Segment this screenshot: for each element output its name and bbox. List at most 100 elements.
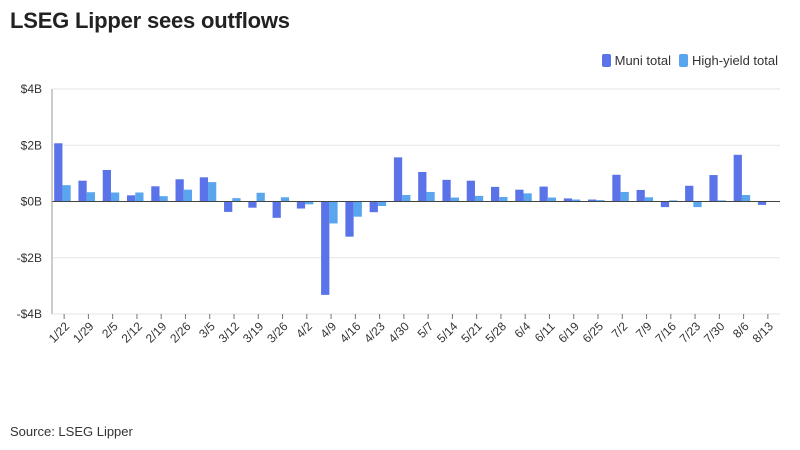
legend-item-muni: Muni total (601, 53, 671, 68)
x-tick-label: 3/5 (196, 319, 218, 341)
legend-swatch-muni (601, 54, 611, 67)
legend-label-high-yield: High-yield total (692, 53, 778, 68)
x-tick-label: 7/2 (609, 319, 631, 341)
y-tick-label: -$2B (17, 251, 42, 265)
x-tick-label: 5/14 (434, 319, 461, 346)
bar-muni (685, 185, 694, 202)
legend-label-muni: Muni total (614, 53, 671, 68)
bar-muni (175, 179, 184, 202)
x-tick-label: 4/9 (317, 319, 339, 341)
x-tick-label: 2/5 (99, 319, 121, 341)
x-tick-label: 8/13 (750, 319, 777, 346)
bar-muni (369, 201, 378, 213)
bar-high-yield (547, 197, 557, 202)
bar-muni (418, 171, 427, 202)
legend-item-high-yield: High-yield total (679, 53, 778, 68)
bar-high-yield (377, 201, 387, 206)
bar-high-yield (305, 201, 314, 205)
chart-title: LSEG Lipper sees outflows (10, 8, 290, 33)
x-tick-label: 4/23 (361, 319, 388, 346)
bar-muni (199, 177, 209, 202)
x-tick-label: 3/26 (264, 319, 291, 346)
x-tick-label: 4/30 (386, 319, 413, 346)
bar-high-yield (256, 192, 265, 202)
x-tick-label: 5/21 (458, 319, 485, 346)
y-tick-label: $4B (21, 82, 42, 96)
bar-muni (466, 180, 475, 202)
x-tick-label: 5/7 (415, 319, 437, 341)
bar-high-yield (474, 195, 484, 202)
x-tick-label: 4/2 (293, 319, 315, 341)
bar-muni (709, 175, 718, 202)
bar-muni (321, 201, 330, 295)
bar-muni (78, 180, 87, 202)
x-tick-label: 4/16 (337, 319, 364, 346)
bar-high-yield (693, 201, 702, 208)
y-tick-label: $0B (21, 195, 42, 209)
y-tick-label: -$4B (17, 307, 42, 321)
bar-muni (102, 170, 111, 202)
bar-high-yield (62, 185, 71, 202)
bar-high-yield (523, 193, 532, 202)
bar-high-yield (232, 198, 241, 202)
bar-high-yield (329, 201, 338, 224)
x-tick-label: 7/9 (633, 319, 655, 341)
bar-muni (515, 189, 524, 202)
x-tick-label: 7/30 (701, 319, 728, 346)
bar-high-yield (183, 189, 193, 202)
bar-high-yield (450, 197, 459, 202)
bar-muni (539, 186, 548, 202)
x-tick-label: 1/22 (46, 319, 73, 346)
bar-high-yield (572, 199, 581, 202)
x-tick-label: 6/11 (532, 319, 558, 345)
bar-high-yield (499, 197, 508, 202)
x-tick-label: 8/6 (730, 319, 752, 341)
x-tick-label: 7/23 (677, 319, 704, 346)
bar-high-yield (110, 192, 120, 202)
bar-muni (248, 201, 257, 208)
bar-muni (660, 201, 670, 208)
bar-muni (757, 201, 767, 205)
x-tick-label: 6/19 (555, 319, 582, 346)
bar-high-yield (280, 197, 290, 202)
bar-muni (393, 157, 403, 202)
bar-high-yield (402, 195, 411, 202)
bar-high-yield (135, 192, 144, 202)
bar-muni (151, 186, 160, 202)
y-tick-label: $2B (21, 138, 42, 152)
x-tick-label: 2/26 (167, 319, 194, 346)
bar-muni (490, 186, 500, 202)
bar-muni (272, 201, 281, 218)
bar-high-yield (717, 200, 726, 202)
bar-high-yield (159, 196, 168, 202)
bar-high-yield (741, 195, 751, 202)
x-tick-label: 1/29 (70, 319, 97, 346)
bar-muni (345, 201, 354, 237)
x-tick-label: 2/12 (119, 319, 146, 346)
x-tick-label: 7/16 (653, 319, 680, 346)
chart-legend: Muni total High-yield total (594, 53, 778, 68)
source-note: Source: LSEG Lipper (10, 424, 133, 439)
bar-high-yield (596, 200, 605, 202)
bar-high-yield (426, 191, 435, 202)
x-tick-label: 3/19 (240, 319, 267, 346)
bar-muni (636, 189, 645, 202)
x-tick-label: 6/25 (580, 319, 607, 346)
bar-high-yield (208, 182, 217, 202)
bar-muni (126, 195, 136, 202)
bar-muni (733, 154, 742, 202)
bar-muni (612, 174, 621, 202)
x-tick-label: 5/28 (483, 319, 510, 346)
bar-muni (296, 201, 306, 209)
bar-high-yield (644, 197, 654, 202)
bar-muni (563, 198, 573, 202)
bar-high-yield (353, 201, 362, 217)
bar-muni (442, 179, 451, 202)
bar-high-yield (669, 200, 678, 202)
bar-muni (54, 143, 63, 202)
x-tick-label: 3/12 (216, 319, 243, 346)
x-tick-label: 2/19 (143, 319, 170, 346)
x-tick-label: 6/4 (512, 319, 534, 341)
bar-high-yield (86, 192, 95, 202)
